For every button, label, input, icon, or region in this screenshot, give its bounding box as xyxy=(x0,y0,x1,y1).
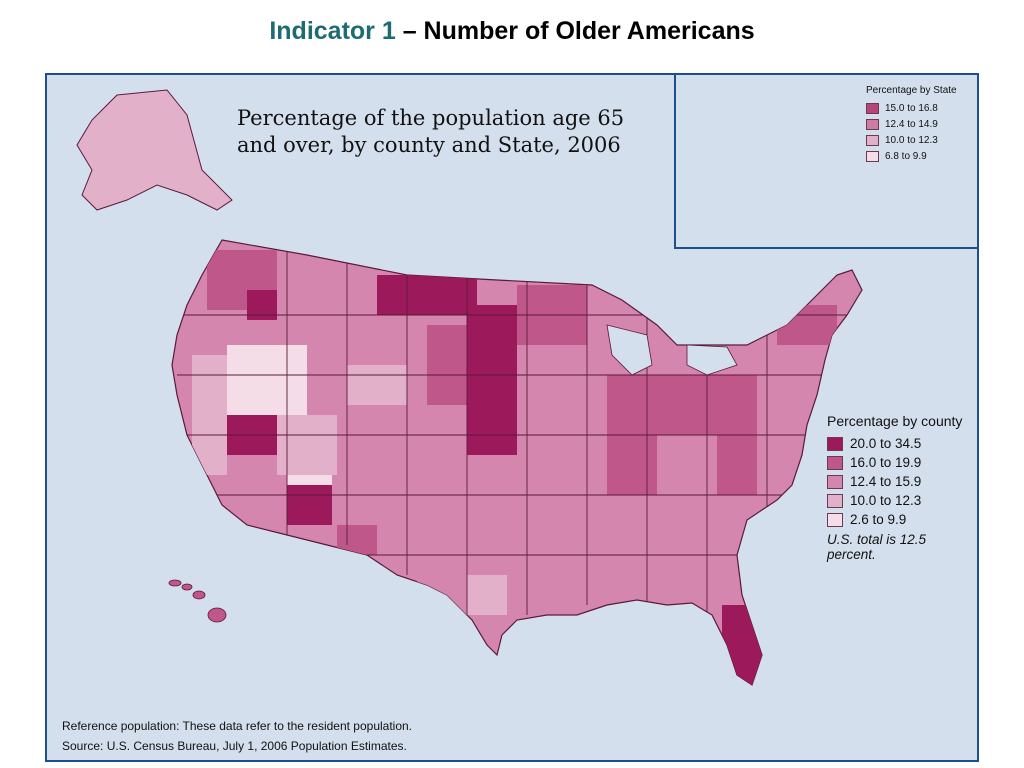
legend-swatch xyxy=(827,455,843,470)
state-legend: Percentage by State 15.0 to 16.8 12.4 to… xyxy=(866,85,976,164)
state-legend-item: 6.8 to 9.9 xyxy=(866,148,976,164)
legend-swatch xyxy=(866,150,879,162)
map-heading: Percentage of the population age 65 and … xyxy=(237,105,657,159)
slide-title: Indicator 1 – Number of Older Americans xyxy=(0,17,1024,46)
legend-label: 10.0 to 12.3 xyxy=(885,134,938,146)
hawaii xyxy=(168,579,227,623)
county-legend-item: 20.0 to 34.5 xyxy=(827,434,977,453)
county-legend-title: Percentage by county xyxy=(827,413,963,429)
county-legend-item: 16.0 to 19.9 xyxy=(827,453,977,472)
state-inset-panel: Percentage by State 15.0 to 16.8 12.4 to… xyxy=(674,75,977,249)
state-legend-item: 15.0 to 16.8 xyxy=(866,100,976,116)
county-legend: Percentage by county 20.0 to 34.5 16.0 t… xyxy=(827,413,977,562)
legend-label: 2.6 to 9.9 xyxy=(850,512,907,527)
legend-swatch xyxy=(827,512,843,527)
county-legend-item: 10.0 to 12.3 xyxy=(827,491,977,510)
legend-swatch xyxy=(827,493,843,508)
legend-swatch xyxy=(827,436,843,451)
county-map xyxy=(76,82,863,686)
footnote-reference: Reference population: These data refer t… xyxy=(62,719,413,733)
slide-title-accent: Indicator 1 xyxy=(269,17,396,45)
county-legend-item: 2.6 to 9.9 xyxy=(827,510,977,529)
legend-label: 15.0 to 16.8 xyxy=(885,102,938,114)
legend-label: 12.4 to 14.9 xyxy=(885,118,938,130)
legend-label: 6.8 to 9.9 xyxy=(885,150,927,162)
map-heading-line-1: Percentage of the population age 65 xyxy=(237,106,625,130)
slide-title-rest: – Number of Older Americans xyxy=(395,17,755,45)
county-legend-item: 12.4 to 15.9 xyxy=(827,472,977,491)
legend-swatch xyxy=(866,134,879,146)
state-legend-item: 10.0 to 12.3 xyxy=(866,132,976,148)
legend-label: 12.4 to 15.9 xyxy=(850,474,922,489)
state-legend-title: Percentage by State xyxy=(866,85,957,96)
state-legend-item: 12.4 to 14.9 xyxy=(866,116,976,132)
legend-swatch xyxy=(866,118,879,130)
alaska xyxy=(76,89,233,211)
footnote-source: Source: U.S. Census Bureau, July 1, 2006… xyxy=(62,739,407,753)
map-heading-line-2: and over, by county and State, 2006 xyxy=(237,133,621,157)
legend-label: 10.0 to 12.3 xyxy=(850,493,922,508)
legend-label: 16.0 to 19.9 xyxy=(850,455,922,470)
great-lakes xyxy=(606,324,653,376)
footnotes: Reference population: These data refer t… xyxy=(62,716,412,756)
legend-label: 20.0 to 34.5 xyxy=(850,436,922,451)
legend-swatch xyxy=(866,102,879,114)
legend-swatch xyxy=(827,474,843,489)
map-frame: Percentage of the population age 65 and … xyxy=(45,73,979,762)
us-total-note: U.S. total is 12.5 percent. xyxy=(827,532,927,562)
state-borders xyxy=(177,245,847,615)
